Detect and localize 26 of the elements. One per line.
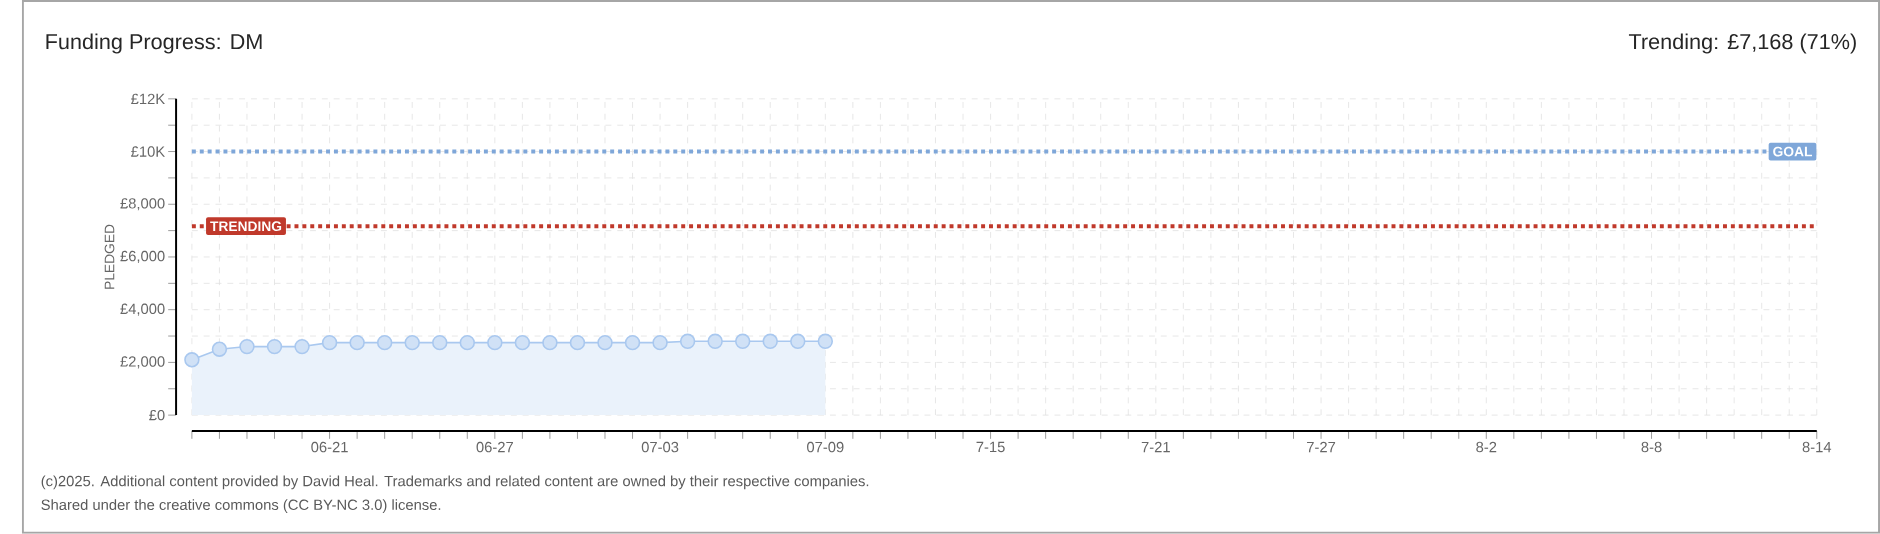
point — [211, 341, 228, 358]
point — [679, 333, 696, 350]
point — [266, 339, 283, 355]
point — [376, 335, 393, 351]
chart-subtitle: Trending: £7,168 (71%) — [1628, 33, 1856, 54]
point — [487, 335, 503, 351]
point — [762, 333, 778, 350]
point — [569, 335, 586, 351]
point — [542, 335, 558, 351]
chart-title: Funding Progress: DM — [46, 33, 262, 54]
point — [294, 339, 310, 355]
point — [790, 333, 806, 350]
point — [321, 335, 338, 351]
point — [349, 335, 365, 351]
point — [817, 333, 834, 350]
point — [404, 335, 420, 351]
point — [707, 333, 723, 350]
point — [432, 335, 448, 351]
point — [624, 335, 641, 351]
point — [459, 335, 475, 351]
point — [239, 339, 255, 355]
point — [734, 333, 751, 350]
point — [652, 335, 668, 351]
point — [597, 335, 613, 351]
point — [514, 335, 531, 351]
point — [184, 352, 200, 368]
